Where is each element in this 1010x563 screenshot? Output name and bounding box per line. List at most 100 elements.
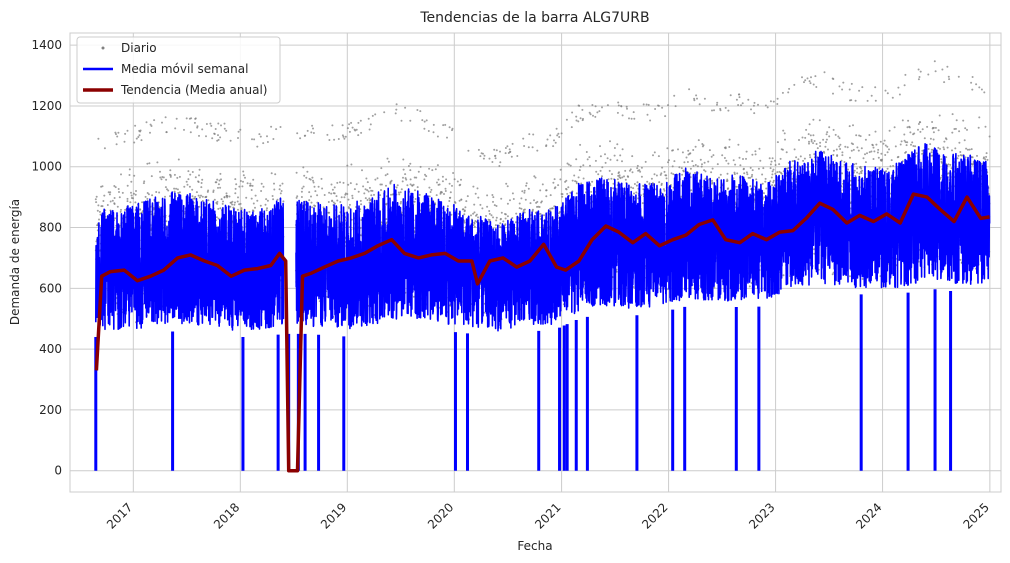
daily-point bbox=[229, 205, 232, 208]
daily-point bbox=[616, 178, 619, 181]
daily-point bbox=[215, 216, 218, 219]
daily-point bbox=[296, 195, 299, 198]
daily-point bbox=[703, 161, 706, 164]
daily-point bbox=[207, 199, 210, 202]
daily-point bbox=[609, 158, 612, 161]
daily-point bbox=[769, 100, 772, 103]
daily-point bbox=[189, 173, 192, 176]
daily-point bbox=[366, 181, 369, 184]
daily-point bbox=[442, 124, 445, 127]
daily-point bbox=[726, 172, 729, 175]
daily-point bbox=[137, 136, 140, 138]
daily-point bbox=[235, 183, 238, 186]
daily-point bbox=[113, 203, 116, 205]
daily-point bbox=[133, 141, 136, 144]
daily-point bbox=[314, 190, 317, 193]
daily-point bbox=[724, 106, 727, 109]
daily-point bbox=[336, 199, 339, 202]
daily-point bbox=[476, 187, 479, 190]
daily-point bbox=[331, 188, 334, 191]
daily-point bbox=[385, 184, 387, 187]
daily-point bbox=[708, 149, 711, 152]
daily-point bbox=[251, 138, 253, 141]
daily-point bbox=[279, 126, 282, 128]
daily-point bbox=[772, 179, 775, 182]
daily-point bbox=[223, 196, 226, 199]
daily-point bbox=[351, 194, 354, 197]
daily-point bbox=[186, 183, 189, 186]
daily-point bbox=[769, 167, 772, 170]
daily-point bbox=[200, 182, 203, 184]
daily-point bbox=[419, 110, 422, 113]
daily-point bbox=[458, 199, 461, 202]
daily-point bbox=[140, 139, 143, 142]
daily-point bbox=[781, 91, 784, 94]
daily-point bbox=[690, 189, 693, 192]
daily-point bbox=[482, 157, 485, 160]
daily-point bbox=[495, 219, 498, 222]
daily-point bbox=[764, 177, 767, 180]
daily-point bbox=[383, 111, 386, 114]
daily-point bbox=[646, 180, 649, 183]
daily-point bbox=[367, 117, 370, 120]
daily-point bbox=[558, 136, 561, 138]
daily-point bbox=[653, 151, 656, 154]
daily-point bbox=[351, 197, 354, 200]
daily-point bbox=[431, 169, 434, 172]
daily-point bbox=[254, 194, 257, 197]
daily-point bbox=[96, 224, 99, 227]
daily-point bbox=[120, 208, 122, 211]
daily-point bbox=[396, 184, 399, 187]
daily-point bbox=[504, 152, 507, 155]
daily-point bbox=[506, 202, 509, 205]
daily-point bbox=[787, 91, 790, 94]
daily-point bbox=[238, 185, 241, 188]
daily-point bbox=[529, 202, 532, 205]
daily-point bbox=[553, 178, 556, 181]
daily-point bbox=[148, 162, 151, 165]
daily-point bbox=[594, 115, 597, 118]
daily-point bbox=[409, 119, 412, 122]
daily-point bbox=[666, 147, 669, 150]
daily-point bbox=[265, 198, 268, 201]
daily-point bbox=[276, 198, 279, 201]
daily-point bbox=[712, 154, 715, 157]
daily-point bbox=[320, 177, 323, 180]
daily-point bbox=[678, 166, 681, 169]
daily-point bbox=[620, 105, 623, 108]
daily-point bbox=[114, 217, 117, 220]
daily-point bbox=[747, 98, 750, 101]
daily-point bbox=[565, 179, 568, 182]
daily-point bbox=[680, 167, 683, 170]
daily-point bbox=[141, 201, 144, 204]
daily-point bbox=[357, 190, 360, 193]
daily-point bbox=[250, 189, 253, 191]
daily-point bbox=[197, 181, 200, 183]
daily-point bbox=[451, 184, 453, 187]
daily-point bbox=[249, 182, 252, 185]
daily-point bbox=[197, 194, 200, 197]
daily-point bbox=[419, 165, 422, 168]
daily-point bbox=[211, 137, 214, 140]
daily-point bbox=[414, 198, 417, 200]
daily-point bbox=[754, 153, 757, 156]
daily-point bbox=[245, 196, 248, 199]
daily-point bbox=[523, 189, 526, 192]
daily-point bbox=[313, 185, 316, 188]
daily-point bbox=[239, 202, 242, 205]
daily-point bbox=[788, 87, 791, 90]
daily-point bbox=[302, 185, 305, 188]
daily-point bbox=[417, 170, 420, 173]
daily-point bbox=[349, 182, 352, 185]
daily-point bbox=[642, 103, 645, 106]
daily-point bbox=[638, 169, 641, 172]
daily-point bbox=[772, 168, 775, 171]
daily-point bbox=[201, 195, 204, 198]
daily-point bbox=[667, 104, 669, 107]
daily-point bbox=[594, 105, 597, 108]
daily-point bbox=[357, 134, 360, 137]
daily-point bbox=[359, 119, 362, 122]
daily-point bbox=[459, 183, 462, 186]
daily-point bbox=[270, 172, 273, 175]
daily-point bbox=[725, 159, 728, 162]
